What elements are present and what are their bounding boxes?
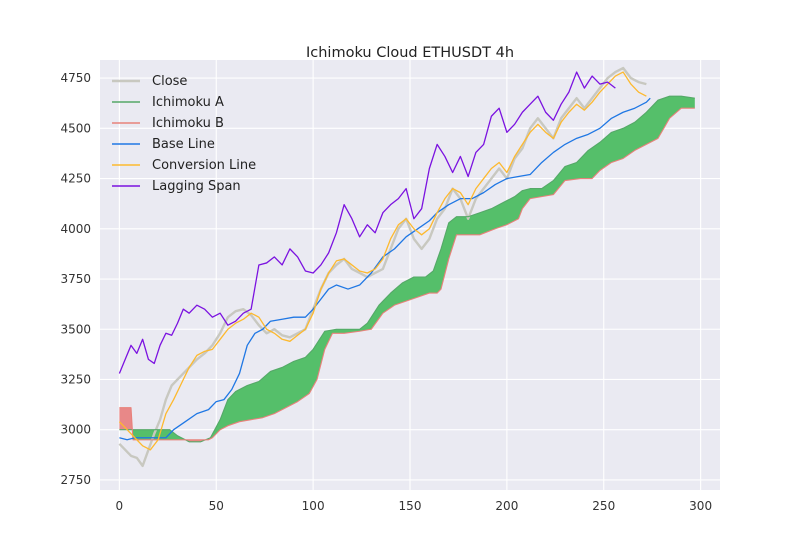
x-tick-label: 250 [592, 499, 615, 513]
series-line-base-line [119, 97, 651, 441]
cloud-bearish-fill [119, 407, 133, 440]
cloud-bullish-fill [205, 96, 695, 440]
x-tick-label: 0 [116, 499, 124, 513]
tick-labels: 0 50 100 150 200 250 300 2750 3000 3250 3500 3750 40… [60, 71, 712, 513]
legend-label-conversion-line: Conversion Line [152, 158, 256, 173]
x-tick-label: 100 [302, 499, 325, 513]
y-tick-label: 2750 [60, 473, 91, 487]
legend-label-lagging-span: Lagging Span [152, 179, 241, 194]
x-tick-label: 200 [495, 499, 518, 513]
legend: Close Ichimoku A Ichimoku B Base Line Conver… [112, 74, 256, 194]
y-tick-label: 3000 [60, 423, 91, 437]
x-tick-label: 50 [209, 499, 224, 513]
y-tick-label: 3250 [60, 372, 91, 386]
series-lines [118, 66, 695, 468]
y-tick-label: 3500 [60, 322, 91, 336]
legend-label-base-line: Base Line [152, 137, 215, 152]
y-tick-label: 4250 [60, 172, 91, 186]
y-tick-label: 4500 [60, 121, 91, 135]
x-tick-label: 150 [399, 499, 422, 513]
series-line-ichimoku-a [119, 95, 695, 443]
series-line-ichimoku-b [119, 107, 695, 441]
series-line-lagging-span [118, 71, 616, 374]
legend-label-close: Close [152, 74, 187, 89]
y-tick-label: 4000 [60, 222, 91, 236]
x-tick-label: 300 [689, 499, 712, 513]
legend-label-ichimoku-b: Ichimoku B [152, 116, 224, 131]
y-tick-label: 3750 [60, 272, 91, 286]
legend-label-ichimoku-a: Ichimoku A [152, 95, 224, 110]
series-line-conversion-line [118, 71, 647, 451]
chart-title: Ichimoku Cloud ETHUSDT 4h [306, 45, 514, 61]
y-tick-label: 4750 [60, 71, 91, 85]
